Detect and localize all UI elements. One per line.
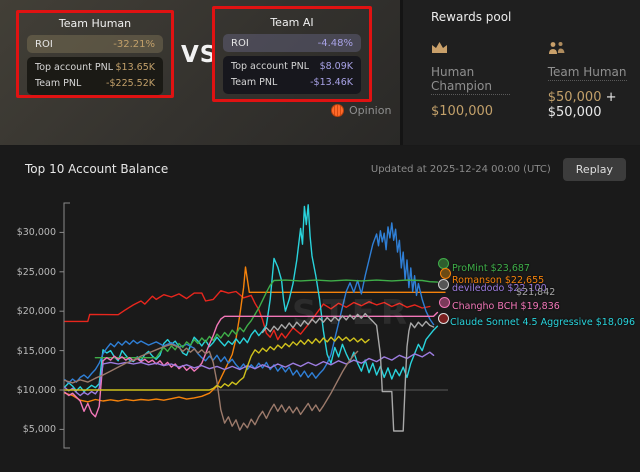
account-avatar bbox=[440, 268, 451, 279]
team-ai-roi-row: ROI -4.48% bbox=[223, 34, 361, 52]
team-human-title: Team Human bbox=[58, 17, 132, 30]
team-pnl-value: -$13.46K bbox=[310, 77, 353, 88]
annotation-box-team-ai: Team AI ROI -4.48% Top account PNL $8.09… bbox=[212, 6, 372, 102]
chart-card: Top 10 Account Balance Updated at 2025-1… bbox=[0, 146, 640, 472]
reward-label: Human Champion bbox=[431, 65, 510, 95]
account-avatar bbox=[438, 279, 449, 290]
top-account-pnl-value: $13.65K bbox=[115, 62, 155, 73]
series-line-account-red bbox=[64, 289, 431, 341]
y-tick-label: $25,000 bbox=[16, 266, 56, 278]
series-end-label: Changho BCH $19,836 bbox=[452, 301, 560, 312]
reward-value: $50,000 + $50,000 bbox=[548, 90, 640, 120]
account-avatar bbox=[439, 297, 450, 308]
reward-amount-extra: + $50,000 bbox=[547, 90, 617, 120]
team-pnl-value: -$225.52K bbox=[106, 78, 155, 89]
reward-value: $100,000 bbox=[431, 104, 510, 119]
balance-chart: $5,000 $10,000 $15,000 $20,000 $25,000 $30,00… bbox=[0, 190, 640, 472]
vs-label: VS bbox=[181, 42, 218, 68]
series-line-account-gray bbox=[261, 312, 435, 432]
y-tick-label: $15,000 bbox=[16, 345, 56, 357]
scoreboard-section: Team Human ROI -32.21% Top account PNL $… bbox=[0, 0, 400, 145]
series-line-changho-bch bbox=[64, 311, 439, 418]
top-account-pnl-row: Top account PNL $8.09K bbox=[231, 59, 353, 75]
updated-timestamp: Updated at 2025-12-24 00:00 (UTC) bbox=[370, 164, 551, 175]
rewards-columns: Human Champion $100,000 Team Human $50,0… bbox=[431, 40, 640, 120]
series-line-deviledodo bbox=[64, 351, 435, 397]
series-line-promint bbox=[94, 279, 439, 359]
chart-overlay: ProMint $23,687 Romanson $22,655 deviledod… bbox=[0, 190, 640, 472]
series-line-romanson bbox=[64, 266, 446, 403]
chart-title: Top 10 Account Balance bbox=[25, 162, 169, 176]
rewards-pool-section: Rewards pool Human Champion $100,000 bbox=[400, 0, 640, 145]
team-human-roi-value: -32.21% bbox=[113, 38, 155, 50]
series-end-label: Romanson $22,655 bbox=[452, 275, 545, 286]
y-tick-label: $20,000 bbox=[16, 306, 56, 318]
y-tick-label: $30,000 bbox=[16, 227, 56, 239]
crown-icon bbox=[431, 40, 510, 56]
reward-item-human-champion: Human Champion $100,000 bbox=[431, 40, 510, 120]
y-tick-label: $5,000 bbox=[22, 424, 56, 436]
y-axis-line bbox=[63, 202, 70, 449]
chart-canvas bbox=[59, 202, 448, 449]
top-account-pnl-label: Top account PNL bbox=[35, 62, 114, 73]
brand-logo: Opinion bbox=[331, 104, 391, 117]
reward-amount: $50,000 bbox=[547, 90, 602, 105]
series-line-account-blue bbox=[64, 222, 435, 384]
scoreboard-band: Team Human ROI -32.21% Top account PNL $… bbox=[0, 0, 640, 145]
top-account-pnl-row: Top account PNL $13.65K bbox=[35, 60, 155, 76]
team-ai-stats-box: Top account PNL $8.09K Team PNL -$13.46K bbox=[223, 56, 361, 94]
series-line-claude-sonnet-4-5-aggressive bbox=[64, 204, 439, 393]
team-human-roi-row: ROI -32.21% bbox=[27, 35, 163, 53]
top-account-pnl-label: Top account PNL bbox=[231, 61, 310, 72]
y-tick-label: $10,000 bbox=[16, 385, 56, 396]
series-line-account-yellow bbox=[64, 335, 370, 391]
account-avatar bbox=[438, 313, 449, 324]
series-line-account-brown bbox=[64, 343, 359, 431]
rewards-pool-title: Rewards pool bbox=[431, 10, 512, 24]
series-end-label: Claude Sonnet 4.5 Aggressive $18,096 bbox=[450, 317, 636, 328]
opinion-globe-icon bbox=[331, 104, 344, 117]
replay-button[interactable]: Replay bbox=[562, 158, 626, 181]
team-human-stats-box: Top account PNL $13.65K Team PNL -$225.5… bbox=[27, 57, 163, 95]
series-end-label: $21,842 bbox=[516, 287, 556, 298]
reward-label: Team Human bbox=[547, 65, 627, 81]
team-ai-title: Team AI bbox=[270, 16, 314, 29]
annotation-box-team-human: Team Human ROI -32.21% Top account PNL $… bbox=[16, 10, 174, 98]
team-pnl-row: Team PNL -$225.52K bbox=[35, 76, 155, 92]
team-ai-roi-value: -4.48% bbox=[317, 37, 353, 49]
top-account-pnl-value: $8.09K bbox=[319, 61, 353, 72]
reward-item-team-human: Team Human $50,000 + $50,000 bbox=[547, 40, 640, 120]
team-pnl-row: Team PNL -$13.46K bbox=[231, 75, 353, 91]
chart-header-controls: Updated at 2025-12-24 00:00 (UTC) Replay bbox=[371, 158, 626, 181]
roi-label: ROI bbox=[35, 38, 53, 50]
team-icon bbox=[548, 40, 640, 56]
roi-label: ROI bbox=[231, 37, 249, 49]
brand-name: Opinion bbox=[349, 104, 392, 117]
team-pnl-label: Team PNL bbox=[231, 77, 278, 88]
team-pnl-label: Team PNL bbox=[35, 78, 82, 89]
series-end-label: deviledodo $22,100 bbox=[452, 283, 547, 294]
reward-amount: $100,000 bbox=[431, 104, 494, 119]
series-end-label: ProMint $23,687 bbox=[452, 263, 530, 274]
